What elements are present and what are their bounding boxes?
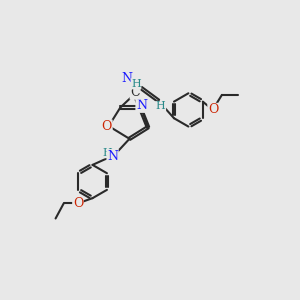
Text: H: H (156, 101, 166, 112)
Text: O: O (73, 197, 83, 210)
Text: O: O (102, 120, 112, 133)
Text: C: C (130, 86, 140, 99)
Text: O: O (208, 103, 218, 116)
Text: N: N (136, 99, 147, 112)
Text: N: N (107, 150, 118, 163)
Text: H: H (131, 79, 141, 89)
Text: H: H (103, 148, 112, 158)
Text: N: N (121, 71, 132, 85)
